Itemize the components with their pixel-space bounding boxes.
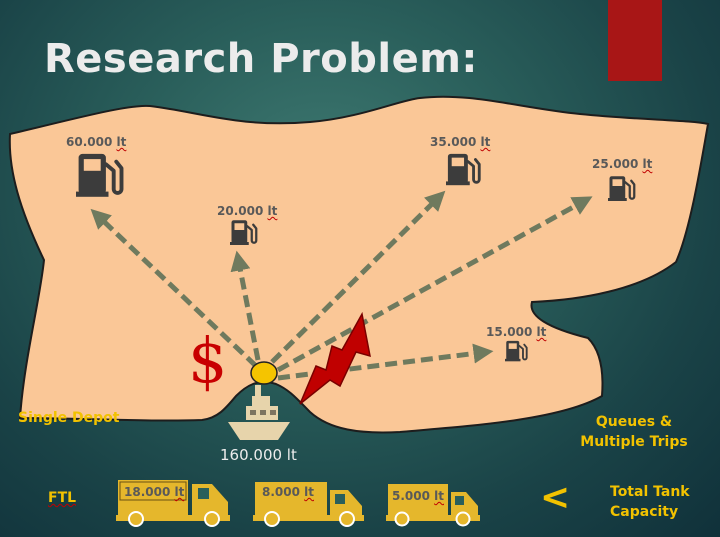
station-capacity-label: 25.000 lt	[592, 157, 653, 171]
slide-title: Research Problem:	[44, 36, 478, 82]
queues-label: Queues & Multiple Trips	[580, 414, 688, 450]
route-to-station-1	[90, 208, 258, 368]
truck-icon-2	[253, 482, 364, 527]
tank-capacity-label: Total Tank Capacity	[610, 484, 690, 520]
truck-capacity-label: 5.000 lt	[392, 489, 445, 503]
ftl-label: FTL	[48, 490, 77, 506]
ship-icon	[228, 385, 290, 440]
land-mass	[8, 95, 710, 434]
truck-icon-1	[116, 480, 230, 527]
ship-capacity-label: 160.000 lt	[220, 446, 297, 464]
truck-capacity-label: 18.000 lt	[124, 485, 185, 499]
station-capacity-label: 60.000 lt	[66, 135, 127, 149]
station-capacity-label: 35.000 lt	[430, 135, 491, 149]
route-lines	[90, 190, 593, 381]
route-to-station-3	[270, 190, 446, 364]
station-capacity-label: 15.000 lt	[486, 325, 547, 339]
depot-node	[250, 361, 278, 385]
truck-icon-3	[386, 484, 480, 527]
route-to-station-4	[276, 196, 593, 373]
lightning-bolt-icon	[299, 311, 371, 405]
station-capacity-label: 20.000 lt	[217, 204, 278, 218]
depot-label: Single Depot	[18, 410, 120, 426]
cost-symbol: $	[188, 324, 228, 397]
red-accent-tab	[608, 0, 662, 81]
truck-capacity-label: 8.000 lt	[262, 485, 315, 499]
less-than-symbol: <	[540, 477, 571, 518]
